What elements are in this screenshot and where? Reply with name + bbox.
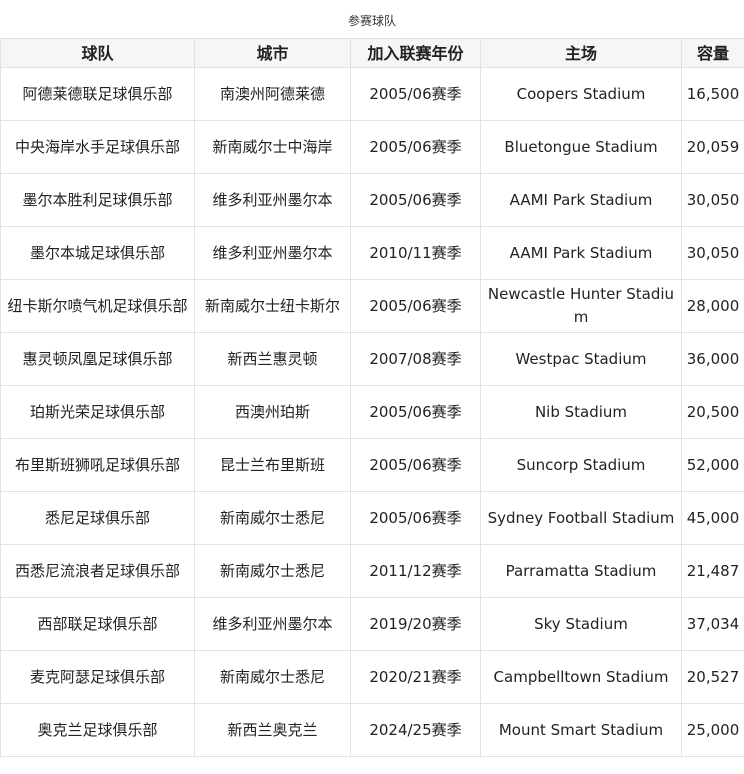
cell-city: 新南威尔士悉尼	[194, 544, 351, 598]
cell-city: 新南威尔士中海岸	[194, 120, 351, 174]
table-row: 墨尔本城足球俱乐部 维多利亚州墨尔本 2010/11赛季 AAMI Park Stad…	[0, 226, 744, 280]
cell-team: 中央海岸水手足球俱乐部	[0, 120, 195, 174]
cell-joined: 2005/06赛季	[350, 491, 481, 545]
cell-city: 新西兰惠灵顿	[194, 332, 351, 386]
cell-stadium: Coopers Stadium	[480, 67, 682, 121]
cell-joined: 2007/08赛季	[350, 332, 481, 386]
cell-capacity: 37,034	[681, 597, 744, 651]
table-row: 纽卡斯尔喷气机足球俱乐部 新南威尔士纽卡斯尔 2005/06赛季 Newcastle …	[0, 279, 744, 333]
cell-joined: 2005/06赛季	[350, 438, 481, 492]
header-team: 球队	[0, 38, 195, 68]
cell-stadium: Nib Stadium	[480, 385, 682, 439]
cell-city: 新西兰奥克兰	[194, 703, 351, 757]
cell-city: 新南威尔士悉尼	[194, 491, 351, 545]
cell-team: 布里斯班狮吼足球俱乐部	[0, 438, 195, 492]
cell-capacity: 20,500	[681, 385, 744, 439]
table-row: 奥克兰足球俱乐部 新西兰奥克兰 2024/25赛季 Mount Smart Stadi…	[0, 703, 744, 757]
cell-stadium: Campbelltown Stadium	[480, 650, 682, 704]
cell-city: 维多利亚州墨尔本	[194, 173, 351, 227]
cell-city: 维多利亚州墨尔本	[194, 226, 351, 280]
cell-city: 新南威尔士纽卡斯尔	[194, 279, 351, 333]
cell-joined: 2005/06赛季	[350, 279, 481, 333]
cell-capacity: 30,050	[681, 173, 744, 227]
cell-team: 奥克兰足球俱乐部	[0, 703, 195, 757]
header-city: 城市	[194, 38, 351, 68]
table-row: 墨尔本胜利足球俱乐部 维多利亚州墨尔本 2005/06赛季 AAMI Park Sta…	[0, 173, 744, 227]
header-joined: 加入联赛年份	[350, 38, 481, 68]
cell-stadium: Mount Smart Stadium	[480, 703, 682, 757]
cell-capacity: 20,059	[681, 120, 744, 174]
cell-capacity: 20,527	[681, 650, 744, 704]
cell-capacity: 45,000	[681, 491, 744, 545]
table-caption: 参赛球队	[347, 14, 396, 28]
cell-capacity: 16,500	[681, 67, 744, 121]
cell-team: 纽卡斯尔喷气机足球俱乐部	[0, 279, 195, 333]
cell-joined: 2005/06赛季	[350, 385, 481, 439]
cell-capacity: 52,000	[681, 438, 744, 492]
cell-joined: 2005/06赛季	[350, 173, 481, 227]
cell-stadium: AAMI Park Stadium	[480, 226, 682, 280]
header-row: 球队 城市 加入联赛年份 主场 容量	[0, 38, 744, 68]
cell-stadium: Newcastle Hunter Stadium	[480, 279, 682, 333]
cell-city: 维多利亚州墨尔本	[194, 597, 351, 651]
cell-stadium: Sky Stadium	[480, 597, 682, 651]
table-row: 珀斯光荣足球俱乐部 西澳州珀斯 2005/06赛季 Nib Stadium 20,500	[0, 385, 744, 439]
table-row: 中央海岸水手足球俱乐部 新南威尔士中海岸 2005/06赛季 Bluetongue S…	[0, 120, 744, 174]
cell-city: 昆士兰布里斯班	[194, 438, 351, 492]
cell-joined: 2020/21赛季	[350, 650, 481, 704]
cell-capacity: 21,487	[681, 544, 744, 598]
cell-team: 墨尔本胜利足球俱乐部	[0, 173, 195, 227]
table-row: 惠灵顿凤凰足球俱乐部 新西兰惠灵顿 2007/08赛季 Westpac Stadium…	[0, 332, 744, 386]
table-row: 西部联足球俱乐部 维多利亚州墨尔本 2019/20赛季 Sky Stadium 37,0…	[0, 597, 744, 651]
cell-city: 新南威尔士悉尼	[194, 650, 351, 704]
cell-capacity: 28,000	[681, 279, 744, 333]
teams-table: 球队 城市 加入联赛年份 主场 容量 阿德莱德联足球俱乐部 南澳州阿德莱德 2005/06赛…	[0, 38, 744, 757]
cell-joined: 2011/12赛季	[350, 544, 481, 598]
table-row: 布里斯班狮吼足球俱乐部 昆士兰布里斯班 2005/06赛季 Suncorp Stadi…	[0, 438, 744, 492]
table-row: 西悉尼流浪者足球俱乐部 新南威尔士悉尼 2011/12赛季 Parramatta St…	[0, 544, 744, 598]
cell-team: 墨尔本城足球俱乐部	[0, 226, 195, 280]
table-row: 麦克阿瑟足球俱乐部 新南威尔士悉尼 2020/21赛季 Campbelltown St…	[0, 650, 744, 704]
cell-joined: 2019/20赛季	[350, 597, 481, 651]
cell-team: 西悉尼流浪者足球俱乐部	[0, 544, 195, 598]
table-row: 悉尼足球俱乐部 新南威尔士悉尼 2005/06赛季 Sydney Football S…	[0, 491, 744, 545]
cell-capacity: 25,000	[681, 703, 744, 757]
cell-city: 南澳州阿德莱德	[194, 67, 351, 121]
cell-capacity: 36,000	[681, 332, 744, 386]
cell-city: 西澳州珀斯	[194, 385, 351, 439]
header-stadium: 主场	[480, 38, 682, 68]
cell-team: 麦克阿瑟足球俱乐部	[0, 650, 195, 704]
cell-stadium: AAMI Park Stadium	[480, 173, 682, 227]
cell-stadium: Sydney Football Stadium	[480, 491, 682, 545]
header-capacity: 容量	[681, 38, 744, 68]
table-row: 阿德莱德联足球俱乐部 南澳州阿德莱德 2005/06赛季 Coopers Stadiu…	[0, 67, 744, 121]
cell-stadium: Bluetongue Stadium	[480, 120, 682, 174]
cell-team: 阿德莱德联足球俱乐部	[0, 67, 195, 121]
cell-joined: 2010/11赛季	[350, 226, 481, 280]
cell-joined: 2005/06赛季	[350, 120, 481, 174]
cell-team: 西部联足球俱乐部	[0, 597, 195, 651]
cell-joined: 2005/06赛季	[350, 67, 481, 121]
cell-stadium: Parramatta Stadium	[480, 544, 682, 598]
cell-stadium: Suncorp Stadium	[480, 438, 682, 492]
cell-capacity: 30,050	[681, 226, 744, 280]
cell-team: 惠灵顿凤凰足球俱乐部	[0, 332, 195, 386]
cell-joined: 2024/25赛季	[350, 703, 481, 757]
cell-stadium: Westpac Stadium	[480, 332, 682, 386]
cell-team: 悉尼足球俱乐部	[0, 491, 195, 545]
cell-team: 珀斯光荣足球俱乐部	[0, 385, 195, 439]
